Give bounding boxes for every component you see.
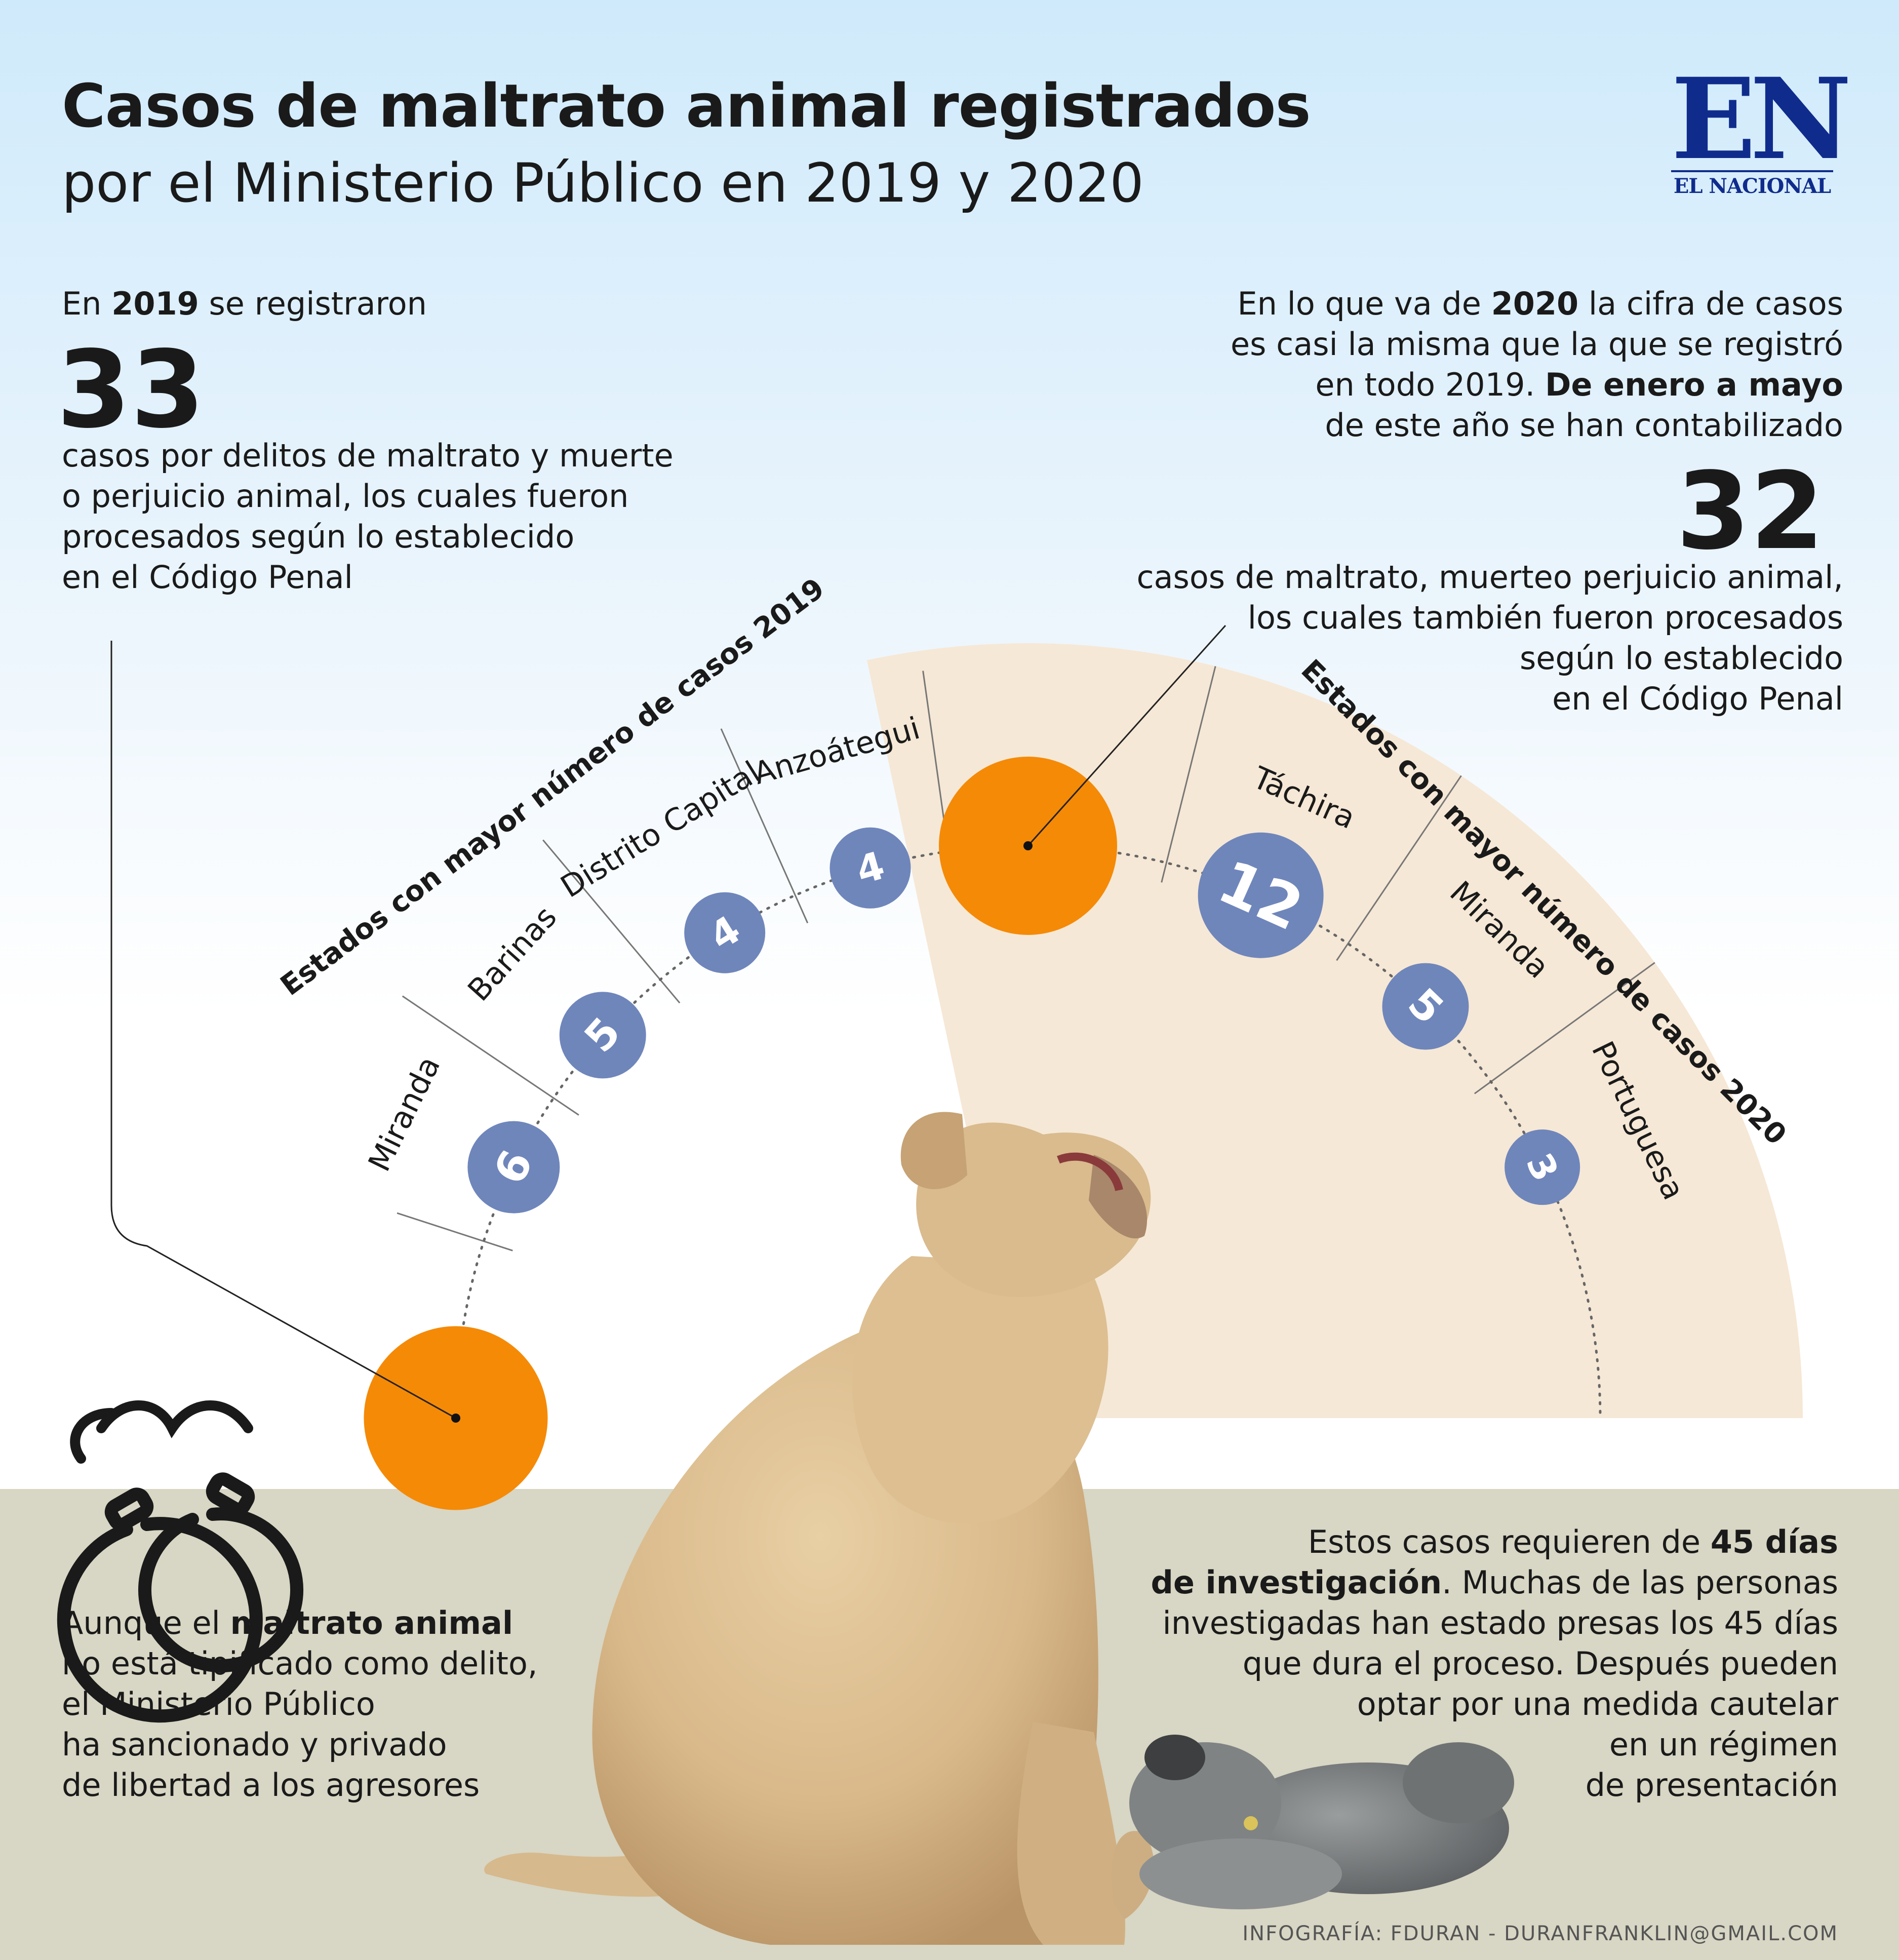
divider-line (542, 839, 681, 1004)
leader-2020 (1027, 624, 1227, 847)
intro-2019-body: casos por delitos de maltrato y muerte o … (62, 437, 674, 596)
total-2020-number: 32 (1676, 449, 1825, 573)
intro-2020-body: casos de maltrato, muerteo perjuicio ani… (1136, 559, 1843, 717)
state-2019-1-circle (467, 1121, 560, 1213)
state-2019-label-1: Miranda (362, 1051, 447, 1177)
el-nacional-logo[interactable]: EN EL NACIONAL (1671, 53, 1852, 198)
plush-toy-illustration (1129, 1735, 1514, 1909)
state-2020-2-circle (1382, 963, 1469, 1050)
dog-illustration (484, 1112, 1154, 1945)
bottom-left-text: Aunque el maltrato animal no está tipifi… (62, 1604, 538, 1804)
intro-2019-lead: En 2019 se registraron (62, 285, 427, 322)
bottom-right-text: Estos casos requieren de 45 días de inve… (1151, 1523, 1838, 1804)
total-2019-number: 33 (57, 328, 205, 452)
state-2019-3-circle (684, 892, 766, 973)
divider-line (1336, 775, 1462, 961)
divider-line (397, 1212, 513, 1251)
credit-line: INFOGRAFÍA: FDURAN - DURANFRANKLIN@GMAIL… (1242, 1922, 1838, 1945)
state-2020-3-circle (1505, 1129, 1580, 1205)
handcuffs-icon (57, 1400, 304, 1723)
logo-mark: EN (1671, 53, 1852, 184)
divider-line (402, 995, 579, 1116)
leader-2019 (110, 641, 456, 1419)
state-2019-2-circle (559, 992, 646, 1079)
state-2019-label-2: Barinas (461, 899, 564, 1008)
page-subtitle: por el Ministerio Público en 2019 y 2020 (62, 152, 1144, 214)
divider-line (720, 728, 809, 924)
page-title: Casos de maltrato animal registrados (62, 71, 1311, 141)
leader-2020-dot (1023, 841, 1033, 850)
state-2020-1-circle (1198, 832, 1324, 958)
divider-line (1474, 962, 1655, 1094)
logo-name: EL NACIONAL (1671, 170, 1833, 198)
leader-lines (110, 624, 1227, 1423)
intro-2020-lead: En lo que va de 2020 la cifra de casos e… (1230, 285, 1843, 444)
leader-2019-dot (451, 1414, 460, 1423)
state-2019-4-circle (829, 827, 911, 909)
divider-line (1161, 666, 1216, 883)
